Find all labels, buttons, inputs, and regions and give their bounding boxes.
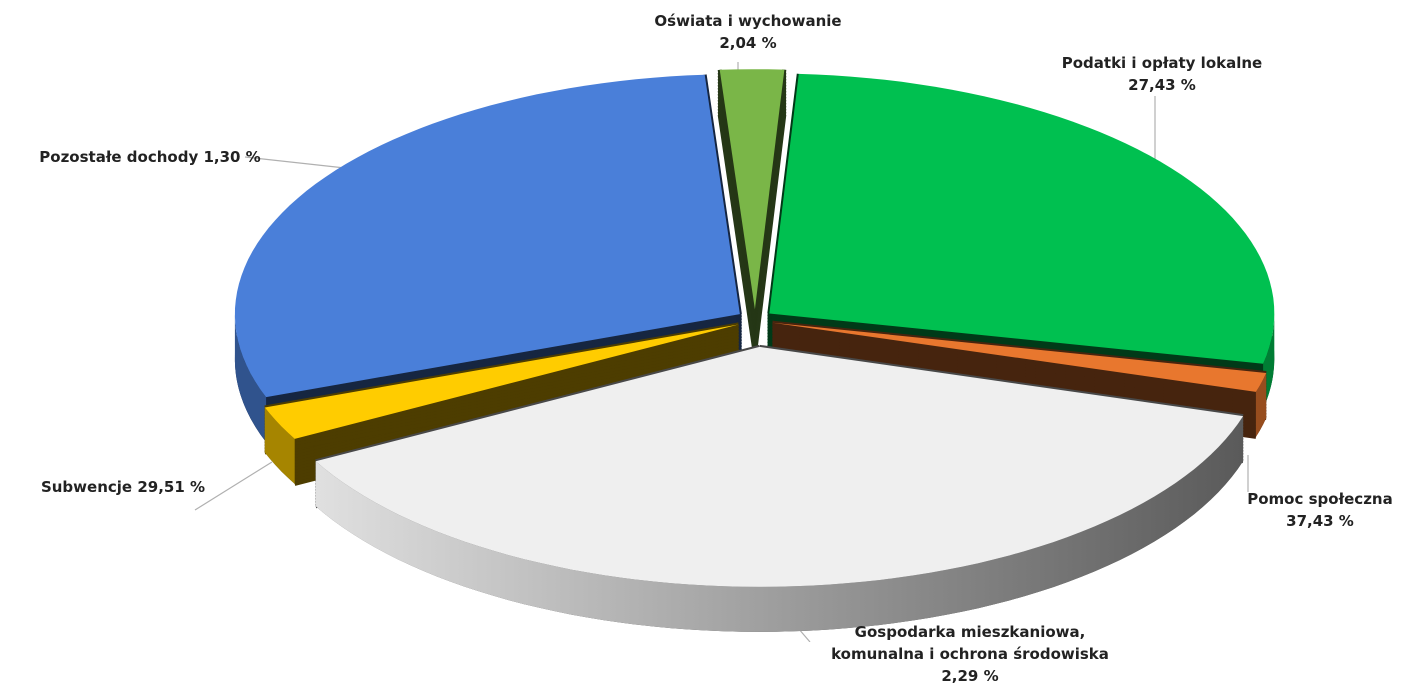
value-label: 2,29 % xyxy=(941,667,999,685)
slice-top xyxy=(719,69,785,310)
category-name: Podatki i opłaty lokalne xyxy=(1061,54,1263,72)
data-label: Pomoc społeczna 37,43 % xyxy=(1220,488,1411,532)
pie-slice xyxy=(717,69,787,355)
slice-wall xyxy=(717,114,787,355)
slice-top xyxy=(769,73,1275,364)
data-label: Pozostałe dochody 1,30 % xyxy=(20,146,280,168)
value-label: 27,43 % xyxy=(1128,76,1196,94)
category-name: Subwencje xyxy=(40,478,133,496)
category-name: Pomoc społeczna xyxy=(1247,490,1393,508)
slices xyxy=(234,69,1275,632)
value-label: 1,30 % xyxy=(203,148,261,166)
slice-side xyxy=(1255,373,1267,437)
category-name: Gospodarka mieszkaniowa, komunalna i och… xyxy=(831,623,1109,663)
slice-top xyxy=(315,346,1244,587)
slice-side xyxy=(264,407,295,484)
pie-canvas xyxy=(194,62,1275,642)
category-name: Pozostałe dochody xyxy=(39,148,199,166)
leader-line xyxy=(244,156,346,169)
data-label: Oświata i wychowanie 2,04 % xyxy=(628,10,868,54)
slice-top xyxy=(772,322,1267,392)
leader-line xyxy=(194,461,273,511)
data-label: Podatki i opłaty lokalne 27,43 % xyxy=(1032,52,1292,96)
slice-side xyxy=(234,314,267,443)
leader-lines xyxy=(194,62,1249,642)
value-label: 2,04 % xyxy=(719,34,777,52)
value-label: 29,51 % xyxy=(137,478,206,496)
chart: Oświata i wychowanie 2,04 % Podatki i opła… xyxy=(20,10,1411,685)
slice-top xyxy=(234,74,740,398)
value-label: 37,43 % xyxy=(1286,512,1354,530)
pie-slice xyxy=(315,344,1244,632)
slice-side xyxy=(315,416,1244,632)
slice-top xyxy=(264,324,739,439)
data-label: Subwencje 29,51 % xyxy=(34,476,212,498)
category-name: Oświata i wychowanie xyxy=(654,12,842,30)
data-label: Gospodarka mieszkaniowa, komunalna i och… xyxy=(820,621,1120,687)
